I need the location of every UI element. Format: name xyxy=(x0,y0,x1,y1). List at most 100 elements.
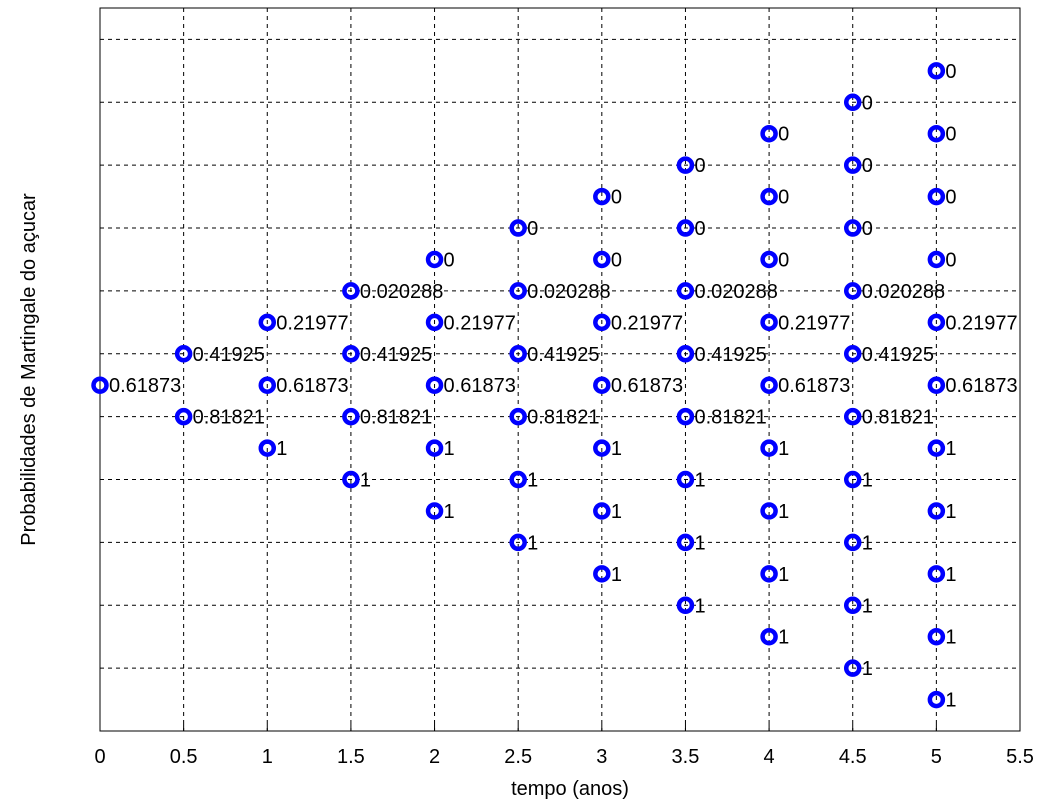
data-label: 1 xyxy=(778,501,789,523)
data-point xyxy=(342,345,360,363)
data-point xyxy=(843,345,862,363)
data-label: 0.020288 xyxy=(694,281,777,303)
data-label: 0.020288 xyxy=(360,281,443,303)
data-label: 0.41925 xyxy=(193,344,265,366)
data-label: 1 xyxy=(611,438,622,460)
data-label: 0.41925 xyxy=(527,344,599,366)
data-label: 0.21977 xyxy=(276,312,348,334)
data-label: 0 xyxy=(694,155,705,177)
data-point xyxy=(676,596,695,615)
data-label: 0.81821 xyxy=(694,407,766,429)
data-point xyxy=(676,470,695,489)
data-point xyxy=(593,187,611,206)
x-axis-label: tempo (anos) xyxy=(511,778,629,800)
data-label: 0.81821 xyxy=(862,407,934,429)
data-label: 1 xyxy=(945,690,956,712)
data-point xyxy=(927,502,946,520)
data-label: 0 xyxy=(778,124,789,146)
data-point xyxy=(593,250,611,269)
data-point xyxy=(676,407,695,426)
data-point xyxy=(174,345,193,363)
data-label: 1 xyxy=(862,532,873,554)
x-tick-label: 2 xyxy=(429,746,440,768)
data-point xyxy=(593,502,611,520)
data-point xyxy=(927,439,946,457)
x-tick-label: 3 xyxy=(596,746,607,768)
data-point xyxy=(258,376,277,394)
data-label: 0.61873 xyxy=(276,375,348,397)
data-point xyxy=(425,250,444,269)
data-point xyxy=(927,124,946,143)
data-point xyxy=(760,627,778,646)
data-point xyxy=(760,376,778,394)
data-label: 0.81821 xyxy=(527,407,599,429)
data-point xyxy=(676,282,695,300)
data-point xyxy=(927,62,946,80)
data-label: 0.81821 xyxy=(193,407,265,429)
data-label: 0.61873 xyxy=(778,375,850,397)
grid xyxy=(100,8,1020,731)
x-tick-label: 1.5 xyxy=(337,746,365,768)
x-tick-label: 0 xyxy=(94,746,105,768)
data-label: 0 xyxy=(862,92,873,114)
data-label: 1 xyxy=(778,564,789,586)
data-label: 0 xyxy=(945,61,956,83)
data-label: 1 xyxy=(694,595,705,617)
data-point xyxy=(927,565,946,583)
data-label: 1 xyxy=(611,564,622,586)
data-point xyxy=(509,407,527,426)
data-label: 0 xyxy=(862,155,873,177)
data-point xyxy=(342,282,360,300)
data-point xyxy=(927,627,946,646)
data-point xyxy=(676,345,695,363)
data-label: 1 xyxy=(444,438,455,460)
data-point xyxy=(425,376,444,394)
data-label: 0.21977 xyxy=(945,312,1017,334)
data-label: 0 xyxy=(862,218,873,240)
data-label: 0 xyxy=(778,249,789,271)
data-label: 0.21977 xyxy=(611,312,683,334)
data-point xyxy=(593,439,611,457)
data-point xyxy=(927,376,946,394)
x-tick-label: 5 xyxy=(931,746,942,768)
data-label: 0.41925 xyxy=(862,344,934,366)
data-point xyxy=(425,439,444,457)
data-point xyxy=(676,533,695,552)
data-point xyxy=(927,187,946,206)
data-label: 1 xyxy=(862,595,873,617)
data-point xyxy=(425,502,444,520)
data-point xyxy=(843,659,862,677)
data-point xyxy=(174,407,193,426)
data-point xyxy=(760,502,778,520)
data-point xyxy=(760,313,778,332)
data-point xyxy=(843,93,862,112)
data-point xyxy=(676,156,695,174)
data-label: 0.61873 xyxy=(109,375,181,397)
x-tick-label: 3.5 xyxy=(672,746,700,768)
data-label: 1 xyxy=(945,564,956,586)
data-point xyxy=(927,690,946,709)
data-point xyxy=(509,282,527,300)
data-label: 0.61873 xyxy=(611,375,683,397)
data-point xyxy=(509,219,527,237)
data-label: 0 xyxy=(444,249,455,271)
data-label: 0 xyxy=(945,249,956,271)
data-label: 1 xyxy=(527,470,538,492)
data-point xyxy=(593,376,611,394)
data-point xyxy=(927,250,946,269)
data-point xyxy=(342,470,360,489)
data-point xyxy=(425,313,444,332)
data-label: 1 xyxy=(862,470,873,492)
data-label: 0 xyxy=(945,187,956,209)
data-point xyxy=(843,282,862,300)
data-point xyxy=(760,565,778,583)
data-label: 0.81821 xyxy=(360,407,432,429)
data-label: 1 xyxy=(276,438,287,460)
data-label: 1 xyxy=(778,627,789,649)
data-label: 0 xyxy=(527,218,538,240)
data-point xyxy=(843,219,862,237)
data-label: 0.41925 xyxy=(694,344,766,366)
data-point xyxy=(91,376,109,394)
data-point xyxy=(927,313,946,332)
